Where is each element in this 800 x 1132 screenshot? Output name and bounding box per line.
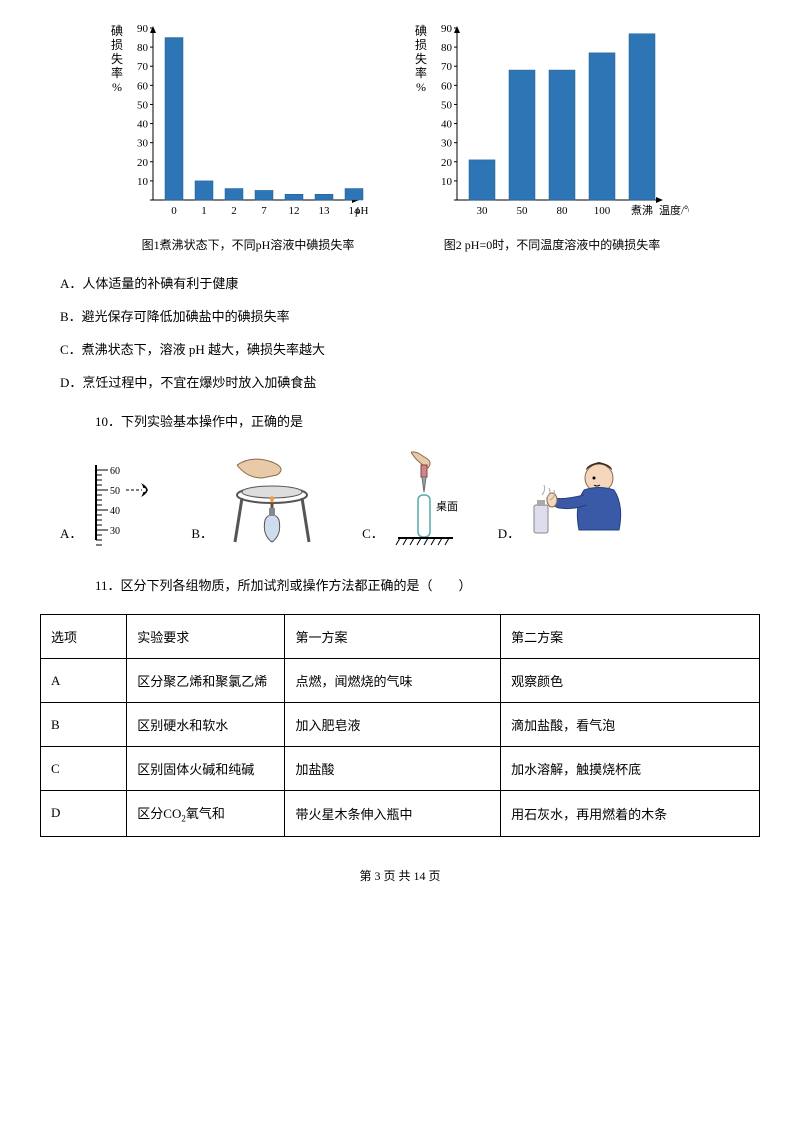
chart2-ylabel: 碘损失率% (415, 20, 427, 94)
svg-text:60: 60 (441, 80, 453, 92)
table-row: D区分CO2氧气和带火星木条伸入瓶中用石灰水，再用燃着的木条 (41, 791, 760, 837)
svg-text:90: 90 (441, 23, 453, 35)
svg-text:70: 70 (441, 61, 453, 73)
svg-text:1: 1 (201, 205, 207, 217)
svg-text:10: 10 (441, 176, 453, 188)
table-cell: 区别固体火碱和纯碱 (127, 747, 285, 791)
svg-text:12: 12 (289, 205, 300, 217)
q11-table: 选项实验要求第一方案第二方案A区分聚乙烯和聚氯乙烯点燃，闻燃烧的气味观察颜色B区… (40, 614, 760, 837)
chart1: 1020304050607080900127121314pH (125, 20, 385, 230)
svg-text:100: 100 (594, 205, 611, 217)
table-cell: 区分CO2氧气和 (127, 791, 285, 837)
table-cell: 观察颜色 (501, 659, 760, 703)
q10-opt-b: B． (191, 450, 327, 550)
chart2-block: 碘损失率% 102030405060708090305080100煮沸温度/℃ … (415, 20, 689, 253)
svg-text:40: 40 (137, 119, 149, 131)
table-header-cell: 选项 (41, 615, 127, 659)
chart2: 10 20 30 40 50 60 70 80 90 30 50 80 100 煮沸温度/℃ (429, 20, 689, 230)
svg-text:80: 80 (441, 42, 453, 54)
q10-opt-d: D． (498, 450, 639, 550)
table-cell: 点燃，闻燃烧的气味 (285, 659, 501, 703)
q10-label-d: D． (498, 523, 520, 542)
svg-text:0: 0 (171, 205, 177, 217)
svg-text:80: 80 (137, 42, 149, 54)
svg-text:2: 2 (231, 205, 237, 217)
table-row: C区别固体火碱和纯碱加盐酸加水溶解，触摸烧杯底 (41, 747, 760, 791)
smell-gas-icon (524, 450, 639, 550)
svg-text:10: 10 (137, 176, 149, 188)
svg-text:40: 40 (110, 506, 120, 517)
svg-text:80: 80 (557, 205, 569, 217)
q10-label-c: C． (362, 523, 384, 542)
svg-text:70: 70 (137, 61, 149, 73)
svg-text:40: 40 (441, 119, 453, 131)
alcohol-lamp-icon (217, 450, 327, 550)
option-d: D．烹饪过程中，不宜在爆炒时放入加碘食盐 (60, 372, 760, 391)
table-cell: 加盐酸 (285, 747, 501, 791)
q10-label-a: A． (60, 523, 82, 542)
svg-text:20: 20 (441, 157, 453, 169)
svg-text:pH: pH (355, 205, 369, 217)
table-cell: 带火星木条伸入瓶中 (285, 791, 501, 837)
svg-text:7: 7 (261, 205, 267, 217)
table-row: A区分聚乙烯和聚氯乙烯点燃，闻燃烧的气味观察颜色 (41, 659, 760, 703)
svg-text:60: 60 (110, 466, 120, 477)
chart1-block: 碘损失率% 1020304050607080900127121314pH 图1煮… (111, 20, 385, 253)
svg-text:煮沸: 煮沸 (631, 204, 653, 217)
table-cell: C (41, 747, 127, 791)
table-cell: 区分聚乙烯和聚氯乙烯 (127, 659, 285, 703)
option-a: A．人体适量的补碘有利于健康 (60, 273, 760, 292)
q11-text: 11．区分下列各组物质，所加试剂或操作方法都正确的是（ ） (95, 575, 760, 594)
table-cell: 区别硬水和软水 (127, 703, 285, 747)
svg-text:30: 30 (110, 526, 120, 537)
q10-opt-a: A． 60 50 40 30 (60, 455, 156, 550)
svg-text:30: 30 (477, 205, 489, 217)
mc-options: A．人体适量的补碘有利于健康 B．避光保存可降低加碘盐中的碘损失率 C．煮沸状态… (60, 273, 760, 391)
q10-label-b: B． (191, 523, 213, 542)
svg-text:50: 50 (110, 486, 120, 497)
svg-text:50: 50 (137, 99, 149, 111)
table-cell: 滴加盐酸，看气泡 (501, 703, 760, 747)
svg-text:13: 13 (319, 205, 331, 217)
table-cell: 加水溶解，触摸烧杯底 (501, 747, 760, 791)
svg-text:30: 30 (441, 138, 453, 150)
q10-text: 10．下列实验基本操作中，正确的是 (95, 411, 760, 430)
table-cell: 用石灰水，再用燃着的木条 (501, 791, 760, 837)
q10-image-options: A． 60 50 40 30 B． C． 桌面 D． (60, 450, 760, 550)
table-header-cell: 第二方案 (501, 615, 760, 659)
svg-text:桌面: 桌面 (436, 500, 458, 513)
chart1-ylabel: 碘损失率% (111, 20, 123, 94)
svg-text:90: 90 (137, 23, 149, 35)
chart1-caption: 图1煮沸状态下，不同pH溶液中碘损失率 (142, 236, 355, 253)
table-header-cell: 第一方案 (285, 615, 501, 659)
table-header: 选项实验要求第一方案第二方案 (41, 615, 760, 659)
table-row: B区别硬水和软水加入肥皂液滴加盐酸，看气泡 (41, 703, 760, 747)
option-b: B．避光保存可降低加碘盐中的碘损失率 (60, 306, 760, 325)
table-cell: 加入肥皂液 (285, 703, 501, 747)
graduated-cylinder-icon: 60 50 40 30 (86, 455, 156, 550)
svg-text:温度/℃: 温度/℃ (659, 203, 689, 217)
table-header-cell: 实验要求 (127, 615, 285, 659)
page-footer: 第 3 页 共 14 页 (40, 867, 760, 884)
table-cell: A (41, 659, 127, 703)
q10-opt-c: C． 桌面 (362, 450, 463, 550)
svg-text:50: 50 (517, 205, 529, 217)
table-cell: B (41, 703, 127, 747)
chart2-caption: 图2 pH=0时，不同温度溶液中的碘损失率 (444, 236, 660, 253)
dropper-tube-icon: 桌面 (388, 450, 463, 550)
table-cell: D (41, 791, 127, 837)
charts-row: 碘损失率% 1020304050607080900127121314pH 图1煮… (40, 20, 760, 253)
svg-text:60: 60 (137, 80, 149, 92)
svg-text:20: 20 (137, 157, 149, 169)
option-c: C．煮沸状态下，溶液 pH 越大，碘损失率越大 (60, 339, 760, 358)
svg-text:30: 30 (137, 138, 149, 150)
svg-text:50: 50 (441, 99, 453, 111)
